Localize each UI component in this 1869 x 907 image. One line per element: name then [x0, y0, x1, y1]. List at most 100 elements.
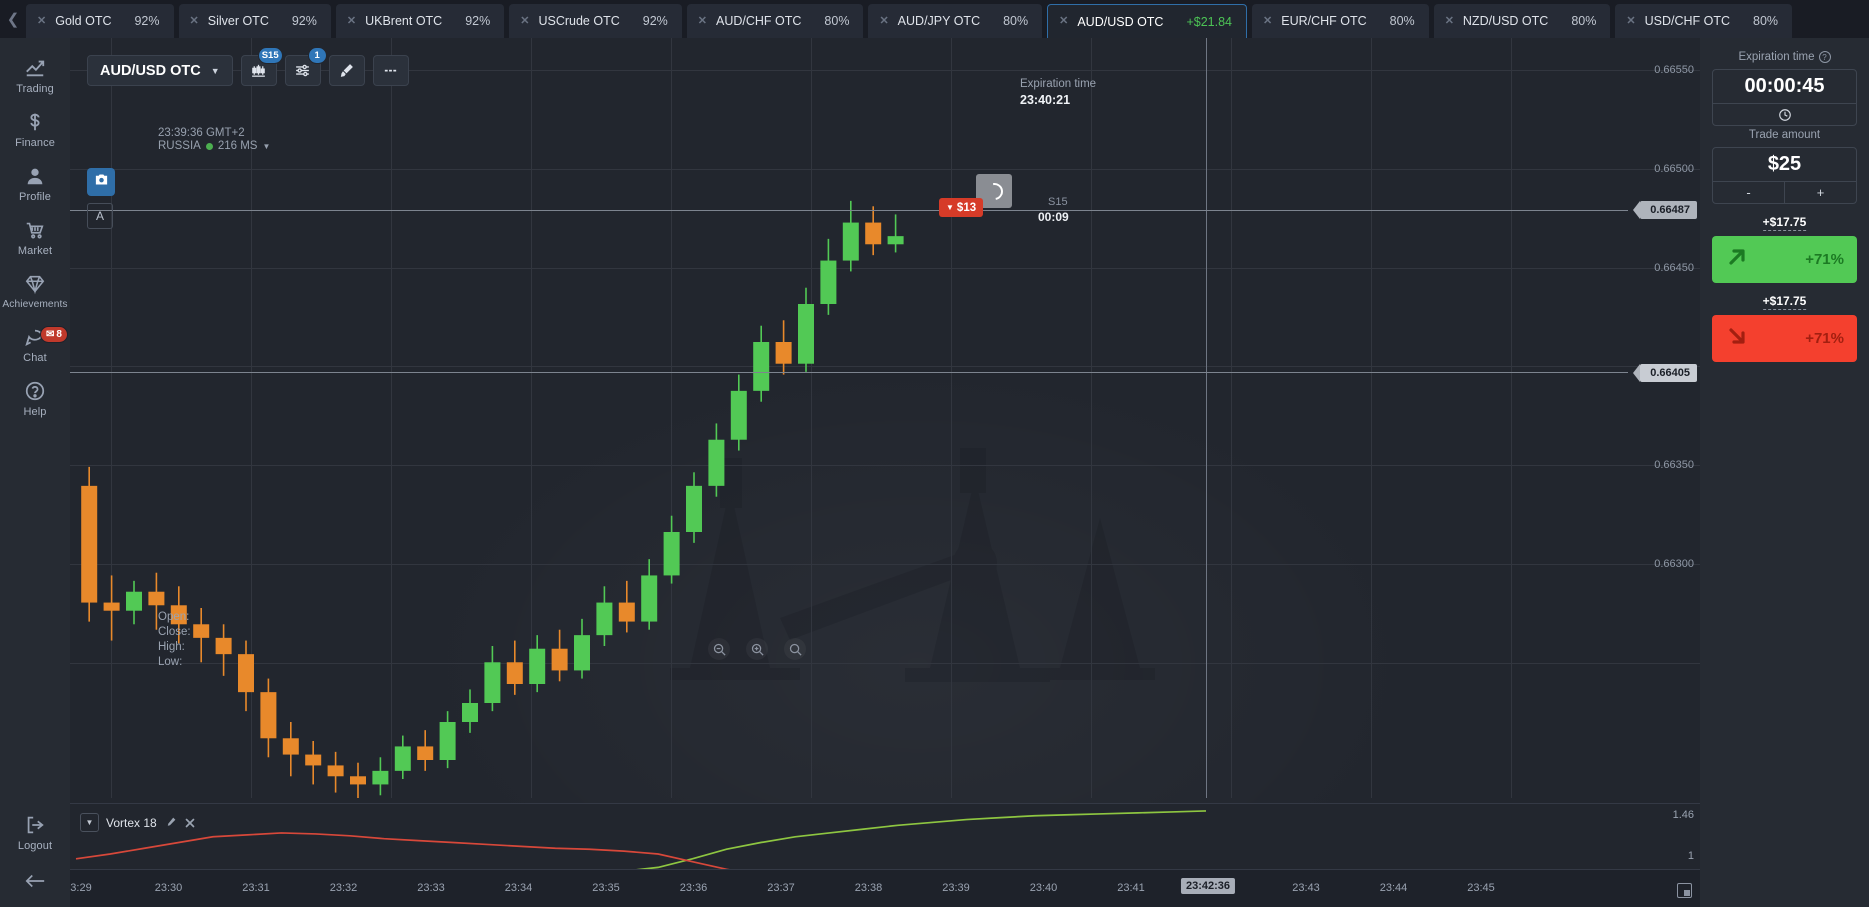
drawing-tools-button[interactable]	[328, 55, 365, 86]
trade-amount-value[interactable]: $25	[1767, 153, 1802, 175]
ohlc-high: High:	[158, 641, 185, 653]
close-icon[interactable]: ✕	[697, 14, 707, 27]
time-tick: 23:45	[1467, 882, 1495, 894]
time-tick: 23:32	[329, 882, 358, 894]
chat-unread-badge[interactable]: ✉ 8	[40, 326, 68, 343]
chat-bubble-icon	[24, 326, 46, 348]
indicators-button[interactable]: 1	[284, 47, 327, 86]
sidebar-item-label: Logout	[17, 840, 53, 852]
time-tick: 23:38	[854, 882, 883, 894]
dollar-icon	[24, 111, 46, 133]
trade-amount-control: $25 - +	[1712, 147, 1857, 204]
sidebar-item-market[interactable]: Market	[0, 210, 70, 264]
server-clock: 23:39:36 GMT+2	[158, 127, 245, 139]
time-tick: 23:44	[1379, 882, 1408, 894]
close-icon[interactable]: ✕	[1059, 15, 1069, 27]
price-tick: 0.66500	[1654, 163, 1694, 175]
indicator-tick: 1.46	[1672, 809, 1694, 821]
asset-tab[interactable]: ✕ AUD/CHF OTC 80%	[686, 4, 864, 38]
fullscreen-button[interactable]	[1677, 883, 1692, 898]
call-percent: +71%	[1805, 251, 1844, 268]
sidebar-item-help[interactable]: Help	[0, 371, 70, 425]
zoom-out-icon[interactable]	[708, 638, 730, 660]
loading-spinner-icon	[982, 179, 1006, 203]
asset-tab-value: 92%	[465, 14, 491, 28]
asset-tab-value: 92%	[291, 14, 317, 28]
asset-tab[interactable]: ✕ EUR/CHF OTC 80%	[1252, 4, 1429, 38]
asset-tab[interactable]: ✕ Silver OTC 92%	[178, 4, 331, 38]
oil-pump-watermark	[670, 448, 1155, 682]
symbol-selector[interactable]: AUD/USD OTC ▼	[87, 55, 233, 86]
asset-tab-label: Gold OTC	[55, 14, 112, 28]
zoom-reset-icon[interactable]	[784, 638, 806, 660]
put-button[interactable]: +71%	[1712, 315, 1857, 362]
candlestick-series	[81, 200, 904, 798]
sidebar-item-label: Profile	[19, 191, 51, 203]
server-selector[interactable]: RUSSIA 216 MS ▼	[158, 140, 270, 152]
question-circle-icon	[24, 380, 46, 402]
sidebar-item-achievements[interactable]: Achievements	[0, 264, 70, 317]
asset-tab[interactable]: ✕ USCrude OTC 92%	[509, 4, 682, 38]
current-price-pill: 0.66487	[1633, 201, 1697, 219]
sidebar-item-chat[interactable]: ✉ 8 Chat	[0, 317, 70, 371]
asset-tab[interactable]: ✕ Gold OTC 92%	[26, 4, 174, 38]
price-axis: 0.66550 0.66500 0.66450 0.66350 0.66300 …	[1628, 38, 1700, 798]
collapse-indicator-icon[interactable]: ▼	[80, 813, 99, 832]
help-icon[interactable]: ?	[1818, 51, 1831, 63]
close-icon[interactable]: ✕	[189, 14, 199, 27]
asset-tab[interactable]: ✕ NZD/USD OTC 80%	[1433, 4, 1611, 38]
trade-panel: Expiration time ? 00:00:45 Trade amount …	[1700, 38, 1869, 907]
sidebar-item-logout[interactable]: Logout	[0, 805, 70, 859]
sidebar-item-label: Trading	[16, 83, 54, 95]
grid-line	[70, 564, 1700, 565]
time-tick: 23:37	[767, 882, 795, 894]
grid-line	[531, 38, 532, 798]
asset-tab-label: NZD/USD OTC	[1462, 14, 1549, 28]
chart-type-button[interactable]: S15	[240, 47, 283, 86]
sidebar-item-trading[interactable]: Trading	[0, 48, 70, 102]
asset-tab[interactable]: ✕ UKBrent OTC 92%	[335, 4, 505, 38]
close-icon[interactable]: ✕	[520, 14, 530, 27]
asset-tab-value: 80%	[824, 14, 850, 28]
entry-price-pill: 0.66405	[1633, 364, 1697, 382]
sidebar-item-finance[interactable]: Finance	[0, 102, 70, 156]
close-icon[interactable]: ✕	[1444, 14, 1454, 27]
amount-increase-button[interactable]: +	[1816, 185, 1825, 200]
time-tick: 23:33	[417, 882, 445, 894]
pencil-icon[interactable]	[164, 816, 177, 829]
more-options-button[interactable]	[372, 55, 409, 86]
current-price-line	[70, 210, 1628, 211]
symbol-label: AUD/USD OTC	[100, 62, 201, 79]
sidebar-item-profile[interactable]: Profile	[0, 156, 70, 210]
sidebar-item-label: Chat	[23, 352, 47, 364]
close-icon[interactable]	[184, 817, 196, 829]
close-icon[interactable]: ✕	[1263, 14, 1273, 27]
chart-area[interactable]: AUD/USD OTC ▼ S15 1	[70, 38, 1700, 907]
screenshot-button[interactable]	[87, 168, 115, 196]
server-ping: 216 MS	[217, 140, 258, 152]
amount-decrease-button[interactable]: -	[1713, 182, 1785, 203]
expiration-value[interactable]: 00:00:45	[1744, 75, 1825, 97]
call-button[interactable]: +71%	[1712, 236, 1857, 283]
asset-tab[interactable]: ✕ AUD/USD OTC +$21.84	[1047, 4, 1248, 38]
asset-tab-label: USD/CHF OTC	[1644, 14, 1730, 28]
grid-line	[671, 38, 672, 798]
annotation-button[interactable]: A	[87, 203, 113, 229]
grid-line	[70, 70, 1700, 71]
arrow-left-icon[interactable]	[0, 859, 70, 907]
asset-tab[interactable]: ✕ AUD/JPY OTC 80%	[868, 4, 1043, 38]
sidebar-bottom: Logout	[0, 805, 70, 907]
close-icon[interactable]: ✕	[37, 14, 47, 27]
zoom-in-icon[interactable]	[746, 638, 768, 660]
clock-icon[interactable]	[1713, 103, 1856, 125]
asset-tab[interactable]: ✕ USD/CHF OTC 80%	[1615, 4, 1793, 38]
chart-type-badge: S15	[257, 47, 283, 64]
chevron-left-icon[interactable]: ❮	[6, 11, 20, 28]
chevron-down-icon: ▼	[210, 65, 220, 76]
close-icon[interactable]: ✕	[879, 14, 889, 27]
grid-line	[391, 38, 392, 798]
close-icon[interactable]: ✕	[346, 14, 357, 27]
expiration-overlay-label: Expiration time	[1020, 78, 1097, 90]
close-icon[interactable]: ✕	[1626, 14, 1636, 27]
trade-amount-marker[interactable]: ▼ $13	[939, 198, 984, 217]
